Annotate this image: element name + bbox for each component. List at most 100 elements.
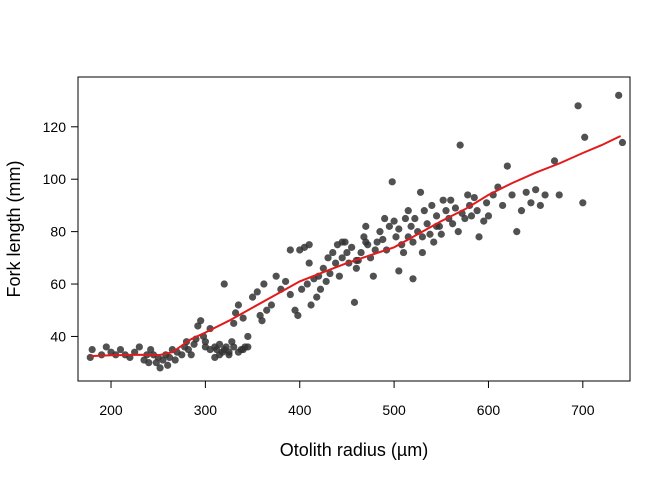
data-point — [409, 275, 417, 283]
data-point — [362, 238, 370, 246]
x-tick-label: 200 — [99, 402, 123, 418]
data-point — [267, 301, 276, 309]
data-point — [206, 345, 214, 354]
data-point — [338, 254, 346, 262]
data-point — [411, 214, 419, 223]
data-point — [313, 293, 321, 301]
data-point — [215, 340, 224, 348]
data-point — [456, 141, 464, 149]
data-point — [260, 280, 268, 288]
data-point — [324, 254, 332, 262]
data-point — [404, 207, 412, 215]
data-point — [187, 351, 195, 359]
data-point — [499, 201, 507, 210]
x-axis: 200 300 400 500 600 700 — [99, 380, 595, 418]
data-point — [426, 230, 434, 238]
data-point — [439, 196, 447, 204]
data-point — [407, 222, 415, 230]
data-point — [362, 222, 370, 230]
data-point — [432, 212, 441, 220]
data-point — [165, 353, 174, 362]
data-point — [305, 259, 313, 267]
data-point — [390, 217, 398, 225]
fit-line — [90, 135, 622, 358]
y-tick-label: 120 — [43, 119, 67, 135]
data-point — [220, 345, 228, 354]
data-point — [464, 191, 472, 199]
y-axis: 40 60 80 100 120 — [43, 119, 79, 344]
data-point — [536, 201, 544, 210]
data-point — [428, 201, 436, 210]
data-point — [522, 188, 530, 196]
data-point — [385, 222, 393, 230]
data-point — [319, 264, 327, 272]
data-point — [294, 311, 302, 320]
data-point — [322, 277, 330, 286]
data-point — [164, 361, 172, 369]
data-point — [211, 353, 219, 362]
plot-frame — [77, 76, 631, 382]
data-point — [350, 298, 359, 306]
data-point — [220, 280, 228, 288]
y-tick-label: 40 — [50, 328, 66, 344]
data-point — [423, 220, 431, 228]
data-point — [473, 207, 481, 215]
data-point — [298, 285, 306, 293]
data-point — [447, 196, 455, 204]
data-point — [253, 288, 261, 296]
data-point — [467, 212, 476, 220]
data-point — [371, 246, 379, 254]
data-point — [484, 212, 493, 220]
data-point — [579, 199, 587, 207]
data-point — [430, 238, 438, 246]
data-point — [379, 235, 387, 244]
y-tick-label: 100 — [43, 171, 67, 187]
data-point — [618, 138, 627, 147]
data-point — [581, 133, 589, 141]
data-point — [395, 225, 403, 233]
data-point — [550, 157, 559, 165]
data-point — [373, 238, 381, 246]
data-point — [449, 220, 457, 228]
data-point — [230, 343, 238, 351]
data-point — [416, 188, 425, 196]
data-point — [316, 285, 325, 293]
data-point — [145, 359, 153, 367]
data-point — [225, 351, 233, 359]
y-axis-title: Fork length (mm) — [4, 160, 24, 297]
x-axis-title: Otolith radius (µm) — [280, 440, 428, 460]
data-point — [348, 243, 356, 251]
data-point — [418, 248, 427, 257]
data-point — [527, 199, 535, 207]
data-point — [508, 191, 516, 199]
data-point — [392, 233, 400, 241]
data-point — [197, 317, 205, 325]
data-point — [454, 228, 462, 236]
data-point — [286, 290, 294, 299]
data-point — [244, 332, 252, 341]
data-point — [135, 343, 143, 351]
data-point — [357, 248, 365, 257]
data-point — [248, 293, 257, 301]
data-point — [230, 319, 238, 327]
data-point — [470, 193, 478, 202]
data-point — [234, 301, 243, 309]
y-tick-label: 80 — [50, 224, 66, 240]
data-point — [343, 248, 351, 257]
data-point — [171, 356, 179, 364]
data-point — [480, 217, 488, 225]
data-point — [326, 269, 334, 278]
data-point — [231, 309, 240, 317]
data-point — [178, 351, 186, 359]
data-point — [376, 228, 384, 236]
data-point — [307, 301, 315, 309]
data-point — [461, 214, 469, 223]
data-point — [156, 364, 164, 372]
data-point — [517, 207, 526, 215]
data-point — [116, 345, 125, 354]
data-point — [338, 238, 346, 246]
data-point — [437, 230, 445, 238]
data-point — [482, 199, 491, 207]
data-point — [395, 267, 403, 275]
